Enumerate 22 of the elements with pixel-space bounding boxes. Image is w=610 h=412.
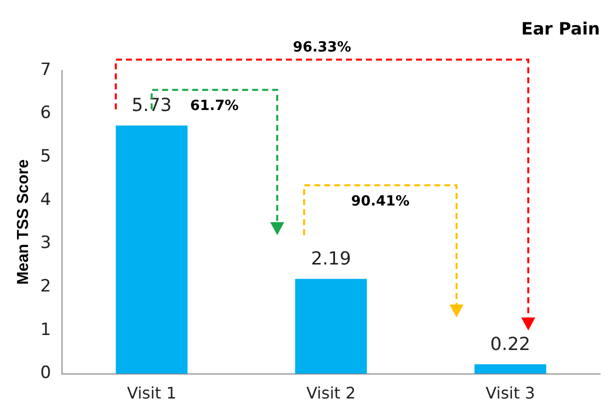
y-tick-label: 5 bbox=[40, 146, 52, 167]
data-label: 0.22 bbox=[490, 334, 530, 355]
annotation: 61.7% bbox=[190, 98, 239, 114]
text: 96.33% bbox=[292, 40, 352, 56]
x-tick-label: Visit 1 bbox=[127, 384, 176, 403]
y-tick-label: 4 bbox=[40, 190, 52, 210]
y-tick-label: 1 bbox=[40, 320, 52, 340]
annotation: 90.41% bbox=[351, 193, 410, 210]
chart-title: Ear Pain bbox=[521, 20, 600, 40]
data-label: 2.19 bbox=[310, 248, 352, 270]
x-tick-label: Visit 3 bbox=[486, 384, 536, 403]
y-axis-title: Mean TSS Score bbox=[15, 159, 32, 285]
x-tick-label: Visit 2 bbox=[306, 384, 356, 403]
y-tick-label: 6 bbox=[40, 103, 52, 124]
bar bbox=[474, 364, 546, 374]
bar bbox=[295, 278, 367, 374]
y-tick-label: 0 bbox=[40, 363, 52, 384]
bar bbox=[116, 125, 188, 374]
data-label: 5.73 bbox=[132, 95, 172, 116]
y-tick-label: 7 bbox=[40, 60, 52, 80]
y-tick-label: 2 bbox=[40, 276, 52, 297]
y-tick-label: 3 bbox=[40, 233, 52, 254]
